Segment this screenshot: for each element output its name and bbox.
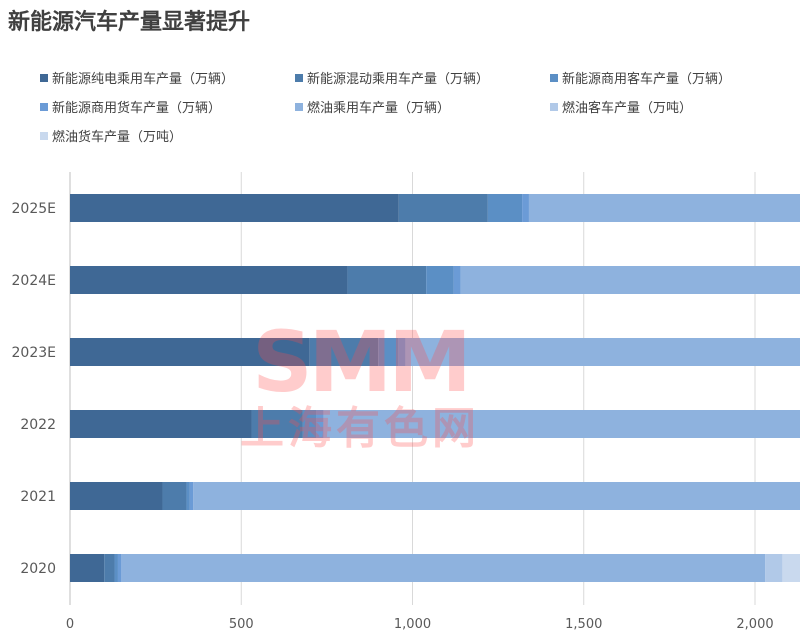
legend-label: 燃油乘用车产量（万辆） [307, 101, 451, 116]
bar-segment [398, 194, 488, 222]
y-category-label: 2020 [20, 561, 56, 577]
chart-title: 新能源汽车产量显著提升 [8, 10, 251, 35]
bar-segment [70, 194, 399, 222]
legend-swatch [295, 102, 303, 111]
y-category-label: 2021 [20, 489, 56, 505]
x-tick-label: 2,000 [736, 617, 773, 632]
legend-swatch [550, 73, 558, 82]
bar-segment [522, 194, 529, 222]
x-tick-label: 0 [66, 617, 74, 632]
bar-segment [189, 482, 194, 510]
bar-segment [323, 410, 800, 438]
legend-item: 燃油客车产量（万吨） [550, 97, 692, 116]
bar-segment [70, 410, 252, 438]
legend-label: 新能源纯电乘用车产量（万辆） [52, 72, 235, 87]
bar-segment [453, 266, 461, 294]
bar-segment [114, 554, 118, 582]
bar-segment [309, 338, 379, 366]
bar-segment [70, 338, 310, 366]
legend-item: 新能源商用客车产量（万辆） [550, 68, 731, 87]
y-category-label: 2025E [12, 201, 56, 217]
bar-segment [460, 266, 800, 294]
legend-label: 新能源商用客车产量（万辆） [562, 72, 732, 87]
bar-segment [316, 410, 324, 438]
bar-segment [378, 338, 399, 366]
y-category-label: 2024E [12, 273, 56, 289]
bar-segment [70, 266, 348, 294]
legend-item: 新能源纯电乘用车产量（万辆） [40, 68, 234, 87]
bar-segment [162, 482, 187, 510]
legend-swatch [40, 102, 48, 111]
legend-swatch [40, 73, 48, 82]
bar-segment [765, 554, 783, 582]
bar-segment [186, 482, 190, 510]
bar-segment [347, 266, 427, 294]
legend-item: 燃油货车产量（万吨） [40, 126, 182, 145]
bar-segment [251, 410, 303, 438]
bar-segment [302, 410, 317, 438]
bar-segment [487, 194, 523, 222]
bar-segment [70, 482, 163, 510]
bar-segment [528, 194, 800, 222]
bar-segment [782, 554, 800, 582]
bar-segment [121, 554, 766, 582]
bar-segment [117, 554, 122, 582]
legend-swatch [40, 131, 48, 140]
legend-label: 新能源商用货车产量（万辆） [52, 101, 222, 116]
bar-segment [405, 338, 800, 366]
bar-segment [426, 266, 454, 294]
legend-label: 燃油货车产量（万吨） [52, 130, 183, 145]
bar-segment [70, 554, 105, 582]
legend-item: 燃油乘用车产量（万辆） [295, 97, 450, 116]
bar-segment [398, 338, 406, 366]
x-tick-label: 1,500 [565, 617, 602, 632]
y-category-label: 2023E [12, 345, 56, 361]
x-tick-label: 500 [229, 617, 254, 632]
legend-item: 新能源混动乘用车产量（万辆） [295, 68, 489, 87]
legend-swatch [550, 102, 558, 111]
bar-segment [193, 482, 800, 510]
y-category-label: 2022 [20, 417, 56, 433]
x-tick-label: 1,000 [394, 617, 431, 632]
bar-segment [104, 554, 115, 582]
legend-swatch [295, 73, 303, 82]
legend-label: 新能源混动乘用车产量（万辆） [307, 72, 490, 87]
legend-item: 新能源商用货车产量（万辆） [40, 97, 221, 116]
legend-label: 燃油客车产量（万吨） [562, 101, 693, 116]
